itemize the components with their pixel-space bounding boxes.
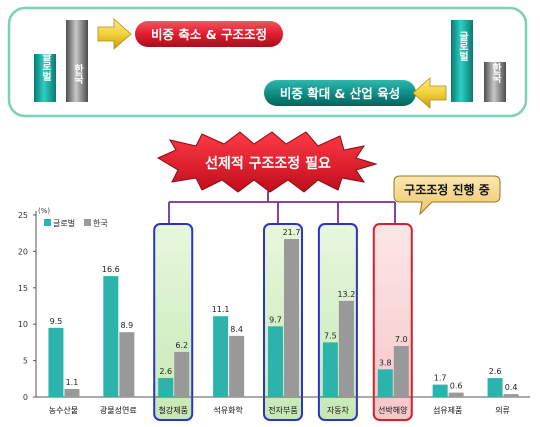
- category-label-6: 선박해양: [378, 405, 408, 415]
- value-label-global-3: 11.1: [212, 305, 230, 314]
- burst-shape: [156, 131, 378, 193]
- connector-lines: [168, 191, 396, 224]
- right-korea-bar: [484, 62, 506, 102]
- bar-global-8: [487, 378, 503, 397]
- bar-global-7: [432, 384, 448, 397]
- bar-korea-6: [393, 346, 409, 397]
- value-label-korea-8: 0.4: [505, 383, 518, 392]
- left-global-bar: [34, 54, 56, 102]
- legend-swatch-korea: [84, 219, 91, 226]
- category-label-8: 의류: [495, 405, 510, 415]
- value-label-korea-1: 8.9: [120, 321, 133, 330]
- value-label-global-8: 2.6: [489, 367, 502, 376]
- value-label-global-1: 16.6: [102, 265, 120, 274]
- category-label-1: 광물성연료: [100, 405, 137, 415]
- bar-korea-8: [503, 394, 519, 397]
- right-korea-bar-label: 한국: [490, 63, 502, 84]
- value-label-korea-7: 0.6: [450, 382, 463, 391]
- value-label-korea-6: 7.0: [395, 335, 408, 344]
- bar-global-2: [158, 378, 174, 397]
- bar-korea-3: [229, 335, 245, 397]
- category-label-0: 농수산물: [49, 405, 78, 415]
- left-korea-bar-label: 한국: [72, 64, 84, 85]
- left-global-bar-label: 글로벌: [40, 51, 52, 82]
- right-banner-text: 비중 확대 & 산업 육성: [280, 86, 400, 101]
- callout-text: 구조조정 진행 중: [404, 182, 490, 197]
- bar-global-3: [213, 316, 229, 397]
- left-korea-bar: [66, 20, 88, 102]
- y-tick-label: 5: [23, 357, 28, 366]
- burst-text: 선제적 구조조정 필요: [205, 155, 331, 172]
- chart-labels: 9.5 1.1 농수산물 16.6 8.9 광물성연료 2.6 6.2 철강제품 11.1 8.4 석…: [49, 228, 518, 415]
- value-label-global-5: 7.5: [324, 331, 337, 340]
- legend-swatch-global: [44, 219, 51, 226]
- category-label-3: 석유화학: [213, 405, 243, 415]
- value-label-global-0: 9.5: [50, 317, 63, 326]
- category-label-7: 섬유제품: [433, 405, 462, 415]
- chart-bars: [48, 239, 519, 397]
- category-label-2: 철강제품: [158, 405, 187, 415]
- bar-global-1: [103, 276, 119, 397]
- category-label-4: 전자부품: [268, 405, 297, 415]
- value-label-global-6: 3.8: [379, 358, 392, 367]
- value-label-global-4: 9.7: [269, 315, 282, 324]
- bar-korea-0: [64, 388, 80, 397]
- legend-label-global: 글로벌: [53, 218, 75, 228]
- value-label-korea-4: 21.7: [283, 228, 301, 237]
- value-label-korea-5: 13.2: [337, 290, 355, 299]
- left-banner: [135, 21, 283, 47]
- bar-global-0: [48, 327, 64, 397]
- right-global-bar-label: 글로벌: [457, 31, 469, 62]
- y-tick-label: 20: [18, 247, 28, 256]
- left-banner-text: 비중 축소 & 구조조정: [151, 27, 267, 42]
- right-global-bar: [451, 20, 473, 102]
- legend-label-korea: 한국: [93, 219, 108, 228]
- bar-korea-2: [174, 351, 190, 397]
- y-tick-label: 25: [18, 211, 28, 220]
- value-label-korea-0: 1.1: [66, 378, 79, 387]
- bar-global-6: [377, 369, 393, 397]
- callout: 구조조정 진행 중: [393, 175, 501, 216]
- right-arrow-icon: [97, 18, 132, 50]
- y-tick-label: 10: [18, 320, 28, 329]
- bar-korea-1: [119, 332, 135, 397]
- bar-global-4: [268, 326, 283, 397]
- value-label-global-7: 1.7: [434, 374, 447, 383]
- bar-global-5: [322, 342, 338, 397]
- y-tick-label: 0: [23, 393, 28, 402]
- value-label-korea-2: 6.2: [175, 341, 188, 350]
- category-label-5: 자동차: [327, 406, 350, 415]
- bar-korea-4: [284, 239, 299, 397]
- y-tick-label: 15: [18, 284, 28, 293]
- y-unit-label: (%): [38, 207, 50, 215]
- left-arrow-icon: [412, 77, 447, 109]
- bar-korea-5: [338, 300, 354, 397]
- right-banner: [264, 80, 416, 106]
- chart-legend: 글로벌 한국: [44, 218, 108, 228]
- bar-korea-7: [448, 392, 464, 397]
- value-label-global-2: 2.6: [159, 367, 172, 376]
- value-label-korea-3: 8.4: [230, 325, 243, 334]
